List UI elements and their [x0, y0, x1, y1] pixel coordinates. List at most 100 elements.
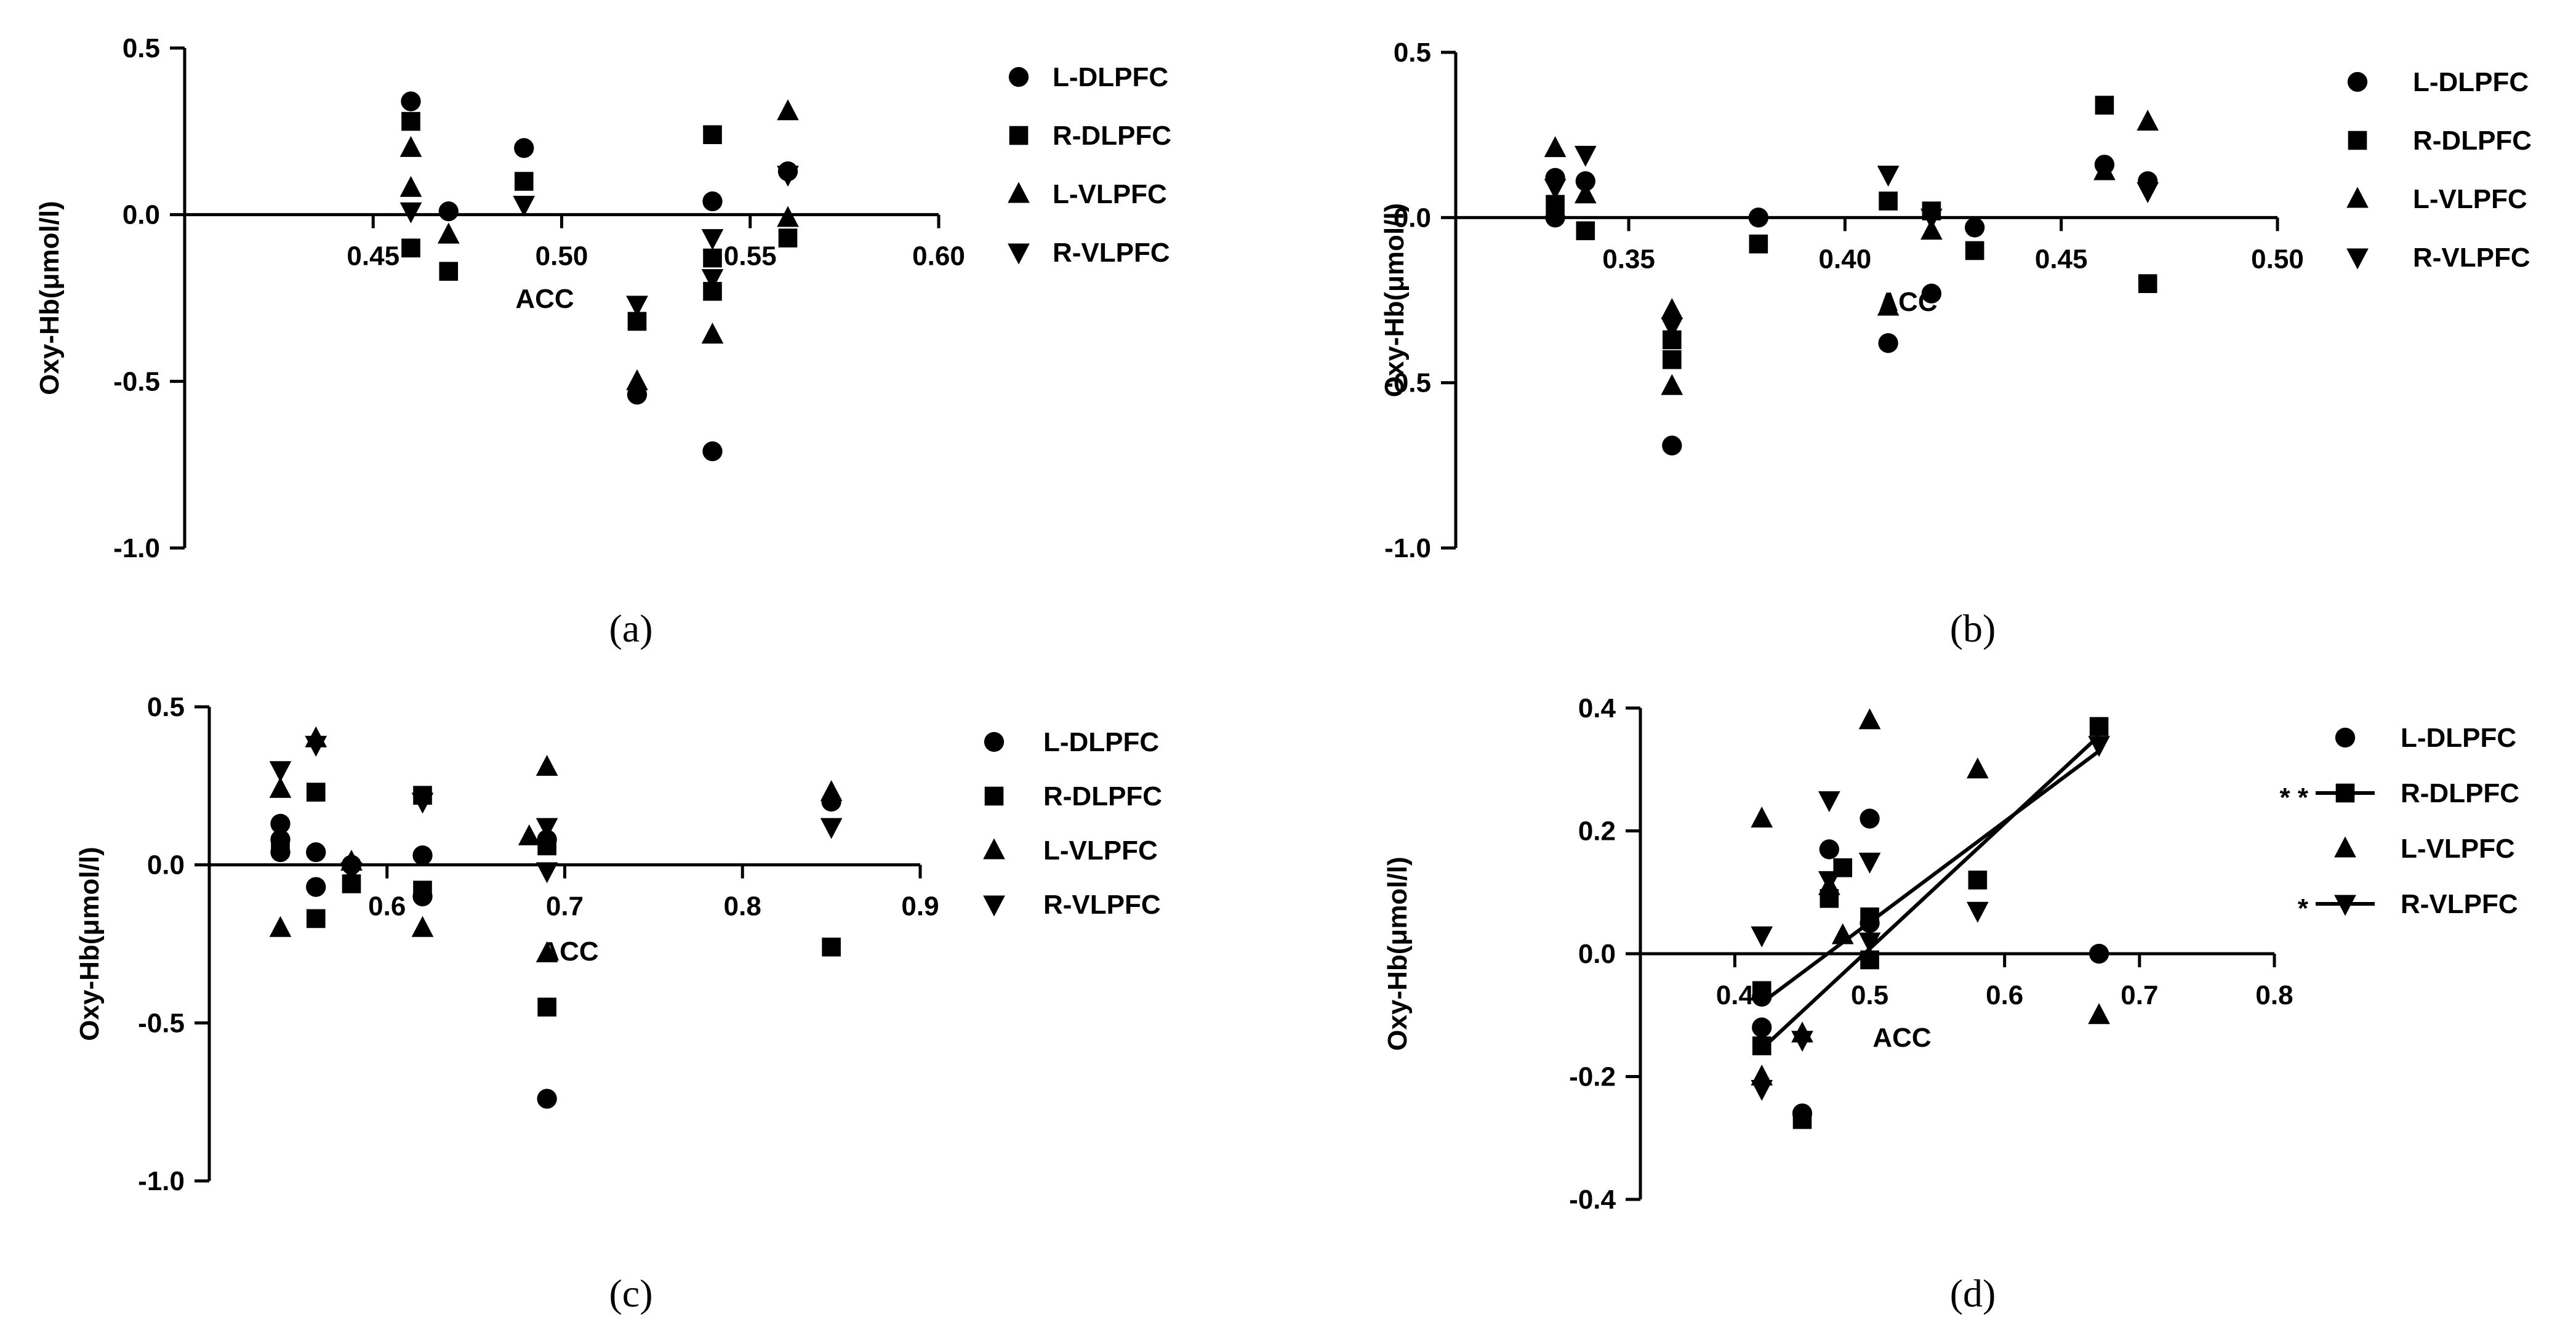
x-tick-label: 0.55	[724, 241, 777, 272]
data-point-l-dlpfc	[1860, 808, 1880, 829]
data-point-l-vlpfc	[1751, 807, 1773, 828]
data-point-r-vlpfc	[1967, 901, 1989, 923]
x-tick-label: 0.40	[1819, 244, 1872, 274]
legend-label-r-vlpfc: R-VLPFC	[1043, 890, 1161, 920]
data-point-l-dlpfc	[702, 441, 723, 462]
data-point-l-dlpfc	[702, 191, 723, 212]
x-tick-label: 0.35	[1602, 244, 1655, 274]
panel-b: -1.0-0.50.00.50.35 0.40 0.45 0.50ACCOxy-Hb(…	[1379, 38, 2532, 563]
data-point-r-dlpfc	[1968, 871, 1988, 890]
data-point-l-vlpfc	[1877, 294, 1900, 316]
x-tick-label: 0.9	[901, 892, 939, 922]
legend-label-r-vlpfc: R-VLPFC	[2401, 889, 2518, 919]
data-point-r-dlpfc	[2095, 95, 2114, 115]
data-point-r-dlpfc	[1576, 221, 1595, 241]
y-tick-label: 0.0	[122, 200, 160, 230]
data-point-r-vlpfc	[1858, 932, 1881, 954]
data-point-r-vlpfc	[626, 296, 648, 317]
y-tick-label: -0.2	[1569, 1062, 1616, 1092]
data-point-r-dlpfc	[413, 880, 432, 900]
y-tick-label: -0.5	[1384, 368, 1431, 398]
y-axis-label: Oxy-Hb(μmol/l)	[1382, 856, 1413, 1050]
data-point-l-vlpfc	[1574, 182, 1597, 204]
legend-marker-r-vlpfc	[2334, 895, 2356, 916]
data-point-l-dlpfc	[2088, 943, 2109, 964]
legend-marker-r-dlpfc	[2335, 783, 2355, 803]
data-point-r-dlpfc	[1860, 907, 1879, 927]
y-tick-label: -1.0	[113, 533, 160, 563]
legend-label-l-dlpfc: L-DLPFC	[1043, 727, 1159, 757]
caption-b: (b)	[1950, 606, 1996, 650]
data-point-r-vlpfc	[411, 792, 434, 814]
data-point-l-vlpfc	[399, 135, 422, 157]
legend-label-r-dlpfc: R-DLPFC	[2413, 126, 2532, 156]
data-point-l-dlpfc	[270, 813, 291, 834]
data-point-l-dlpfc	[1819, 839, 1839, 860]
data-point-r-dlpfc	[306, 909, 326, 928]
data-point-r-dlpfc	[271, 836, 290, 856]
legend-label-l-dlpfc: L-DLPFC	[2401, 723, 2516, 753]
y-axis-label: Oxy-Hb(μmol/l)	[74, 847, 105, 1041]
data-point-l-vlpfc	[777, 99, 799, 121]
data-point-r-vlpfc	[340, 862, 363, 884]
data-point-l-vlpfc	[777, 206, 799, 227]
y-tick-label: -1.0	[1384, 533, 1431, 563]
legend-marker-l-dlpfc	[1008, 66, 1029, 87]
data-point-r-vlpfc	[536, 818, 558, 839]
x-tick-label: 0.60	[912, 241, 965, 272]
data-point-r-vlpfc	[820, 818, 843, 839]
data-point-r-vlpfc	[305, 736, 327, 757]
data-point-r-dlpfc	[537, 836, 556, 856]
data-point-r-vlpfc	[1661, 317, 1683, 339]
data-point-r-dlpfc	[822, 937, 841, 957]
panel-d: -0.4 -0.2 0.0 0.2 0.4 0.4 0.5 0.6 0.7 0.8 ACC Oxy-H…	[1382, 693, 2519, 1215]
y-tick-label: 0.5	[1394, 38, 1431, 68]
y-tick-label: 0.0	[1394, 203, 1431, 233]
data-point-r-dlpfc	[703, 125, 722, 145]
legend-marker-r-dlpfc	[984, 786, 1004, 806]
data-point-l-dlpfc	[1748, 207, 1768, 228]
fit-line-r-vlpfc	[1760, 749, 2100, 1005]
data-point-l-vlpfc	[1544, 136, 1567, 158]
data-point-l-vlpfc	[2093, 159, 2116, 180]
data-point-r-dlpfc	[778, 228, 798, 248]
data-point-l-dlpfc	[1921, 283, 1942, 304]
data-point-r-dlpfc	[2138, 274, 2157, 293]
data-point-r-dlpfc	[1749, 234, 1768, 254]
data-point-l-dlpfc	[1575, 171, 1595, 191]
panel-a: -1.0 -0.5 0.0 0.5 0.45 0.50 0.55 0.60 ACC Oxy-Hb(…	[34, 33, 1171, 563]
data-point-r-dlpfc	[401, 238, 420, 258]
x-tick-label: 0.4	[1716, 980, 1754, 1010]
data-point-l-vlpfc	[820, 780, 843, 802]
data-point-r-dlpfc	[1663, 350, 1682, 369]
legend-marker-r-dlpfc	[1009, 126, 1029, 145]
y-tick-label: 0.0	[147, 850, 185, 880]
data-point-l-vlpfc	[1967, 757, 1989, 779]
y-tick-label: 0.5	[122, 33, 160, 63]
data-point-l-vlpfc	[1661, 374, 1683, 395]
data-point-l-vlpfc	[2088, 1003, 2110, 1025]
x-tick-label: 0.50	[2251, 244, 2304, 274]
data-point-l-vlpfc	[437, 222, 460, 244]
data-point-r-vlpfc	[2137, 182, 2159, 203]
x-tick-label: 0.5	[1851, 980, 1888, 1010]
legend-label-r-dlpfc: R-DLPFC	[2401, 778, 2519, 808]
legend-marker-l-dlpfc	[2335, 727, 2356, 748]
data-point-r-vlpfc	[513, 195, 536, 217]
data-point-r-vlpfc	[701, 229, 724, 251]
legend-label-r-dlpfc: R-DLPFC	[1043, 781, 1162, 811]
legend-marker-r-vlpfc	[983, 895, 1005, 917]
data-point-l-dlpfc	[1878, 333, 1898, 353]
data-point-r-vlpfc	[1818, 791, 1840, 813]
data-point-r-vlpfc	[1920, 208, 1943, 230]
data-point-r-vlpfc	[777, 166, 799, 187]
data-point-l-dlpfc	[537, 1089, 557, 1109]
data-point-r-vlpfc	[1751, 926, 1773, 948]
data-point-l-vlpfc	[1858, 708, 1881, 730]
data-point-r-vlpfc	[1818, 871, 1840, 892]
legend-label-l-dlpfc: L-DLPFC	[2413, 67, 2529, 97]
data-point-r-vlpfc	[536, 862, 558, 884]
legend-label-l-vlpfc: L-VLPFC	[1053, 179, 1167, 209]
data-point-l-dlpfc	[412, 845, 433, 866]
data-point-l-vlpfc	[2137, 110, 2159, 131]
